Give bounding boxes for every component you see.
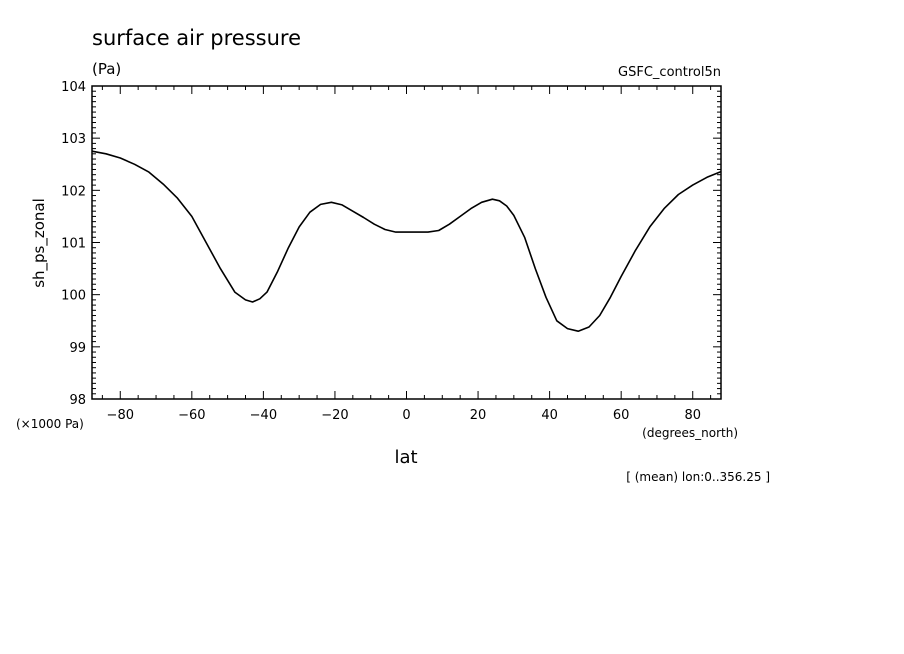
- x-units-label: (degrees_north): [642, 426, 738, 440]
- x-tick-label: −40: [250, 408, 277, 423]
- series-group: [91, 150, 722, 333]
- footnote: [ (mean) lon:0..356.25 ]: [626, 470, 770, 484]
- x-tick-label: 0: [402, 408, 410, 423]
- units-label: (Pa): [92, 60, 121, 78]
- y-tick-labels: 98 99 100 101 102 103 104: [61, 80, 86, 408]
- y-tick-label: 103: [61, 132, 86, 147]
- y-scale-note: (×1000 Pa): [16, 417, 84, 431]
- y-tick-label: 102: [61, 184, 86, 199]
- y-tick-label: 101: [61, 237, 86, 252]
- x-tick-label: −20: [321, 408, 348, 423]
- plot-frame: [91, 85, 722, 400]
- y-axis-label: sh_ps_zonal: [30, 198, 49, 288]
- x-tick-label: 20: [470, 408, 487, 423]
- x-tick-label: 40: [541, 408, 558, 423]
- x-tick-labels: −80 −60 −40 −20 0 20 40 60 80: [107, 408, 701, 423]
- chart-title: surface air pressure: [92, 26, 301, 50]
- x-tick-label: 80: [684, 408, 701, 423]
- axis-ticks: [92, 85, 721, 400]
- y-tick-label: 100: [61, 289, 86, 304]
- dataset-label: GSFC_control5n: [618, 65, 721, 80]
- x-tick-label: 60: [613, 408, 630, 423]
- x-tick-label: −60: [178, 408, 205, 423]
- x-axis-label: lat: [394, 447, 417, 468]
- y-tick-label: 98: [69, 393, 86, 408]
- y-tick-label: 104: [61, 80, 86, 95]
- series-line: [91, 150, 722, 333]
- y-tick-label: 99: [69, 341, 86, 356]
- x-tick-label: −80: [107, 408, 134, 423]
